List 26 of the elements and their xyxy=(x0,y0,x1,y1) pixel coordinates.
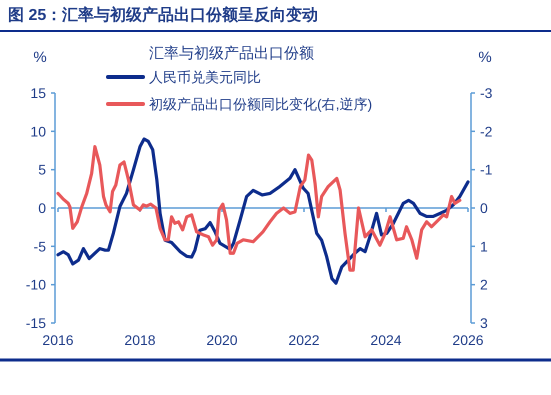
legend-title: 汇率与初级产品出口份额 xyxy=(149,45,314,62)
legend-label: 人民币兑美元同比 xyxy=(149,69,261,85)
chart-title: 图 25：汇率与初级产品出口份额呈反向变动 xyxy=(8,5,318,24)
y-tick-label: 0 xyxy=(38,200,46,216)
x-tick-label: 2026 xyxy=(452,332,484,348)
y2-tick-label: 2 xyxy=(480,276,488,293)
y-tick-label: -5 xyxy=(34,238,46,254)
x-tick-label: 2018 xyxy=(124,332,156,348)
y-tick-label: -10 xyxy=(26,276,46,293)
legend-label: 初级产品出口份额同比变化(右,逆序) xyxy=(149,96,372,112)
y-tick-label: 10 xyxy=(30,123,46,140)
y2-tick-label: 1 xyxy=(480,238,488,254)
y2-tick-label: -3 xyxy=(480,85,493,101)
y-tick-label: 5 xyxy=(38,162,46,178)
y2-tick-label: 0 xyxy=(480,200,488,216)
y-axis-title: % xyxy=(33,49,47,66)
x-tick-label: 2022 xyxy=(288,332,320,348)
y2-tick-label: 3 xyxy=(480,315,488,331)
y2-tick-label: -2 xyxy=(480,123,493,140)
y-tick-label: -15 xyxy=(26,315,46,331)
x-tick-label: 2024 xyxy=(370,332,402,348)
y2-tick-label: -1 xyxy=(480,162,493,178)
y-tick-label: 15 xyxy=(30,85,46,101)
x-tick-label: 2016 xyxy=(42,332,74,348)
y2-axis-title: % xyxy=(478,49,492,66)
x-tick-label: 2020 xyxy=(206,332,238,348)
